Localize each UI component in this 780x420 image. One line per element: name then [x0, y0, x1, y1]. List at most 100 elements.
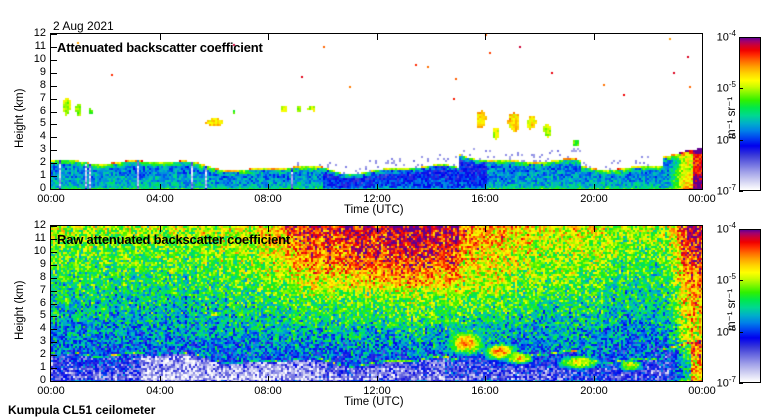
- x-tick-mark-top: [377, 34, 378, 40]
- colorbar-tick-mark: [739, 229, 743, 230]
- x-tick-mark: [594, 376, 595, 382]
- colorbar-tick-mark: [739, 332, 743, 333]
- colorbar-tick-mark: [739, 37, 743, 38]
- y-tick-mark: [51, 342, 57, 343]
- y-tick-label: 5: [39, 117, 46, 129]
- y-tick-label: 5: [39, 309, 46, 321]
- y-tick-label: 12: [33, 27, 46, 39]
- colorbar-tick-label: 10-6: [716, 324, 736, 339]
- y-tick-mark: [51, 189, 57, 190]
- x-tick-label: 00:00: [688, 193, 716, 205]
- y-tick-mark: [51, 150, 57, 151]
- y-tick-label: 6: [39, 105, 46, 117]
- colorbar-tick-label: 10-6: [716, 132, 736, 147]
- y-tick-label: 7: [39, 92, 46, 104]
- y-tick-mark: [51, 112, 57, 113]
- panel-title-bottom: Raw attenuated backscatter coefficient: [57, 232, 290, 247]
- y-tick-mark: [51, 60, 57, 61]
- plot-area-bottom[interactable]: [50, 225, 703, 382]
- y-tick-mark: [51, 47, 57, 48]
- x-tick-mark-top: [377, 226, 378, 232]
- y-tick-mark: [51, 99, 57, 100]
- y-tick-mark: [51, 355, 57, 356]
- y-tick-label: 8: [39, 79, 46, 91]
- colorbar-tick-label: 10-7: [716, 183, 736, 198]
- x-tick-label: 04:00: [146, 385, 174, 397]
- x-tick-mark-top: [485, 226, 486, 232]
- colorbar-unit-top: m⁻¹ sr⁻¹: [726, 96, 738, 139]
- x-axis-label-top: Time (UTC): [344, 204, 404, 216]
- x-tick-mark: [268, 376, 269, 382]
- y-tick-mark: [51, 86, 57, 87]
- y-tick-label: 1: [39, 361, 46, 373]
- x-tick-mark-top: [268, 226, 269, 232]
- plot-area-top[interactable]: [50, 33, 703, 190]
- x-tick-label: 20:00: [580, 385, 608, 397]
- x-tick-label: 12:00: [363, 385, 391, 397]
- y-tick-label: 8: [39, 271, 46, 283]
- x-tick-mark-top: [160, 226, 161, 232]
- y-tick-label: 4: [39, 322, 46, 334]
- x-axis-label-bottom: Time (UTC): [344, 396, 404, 408]
- y-tick-mark: [51, 381, 57, 382]
- x-tick-label: 16:00: [471, 385, 499, 397]
- x-tick-mark: [160, 184, 161, 190]
- panel-title-top: Attenuated backscatter coefficient: [57, 40, 263, 55]
- x-tick-mark-top: [594, 34, 595, 40]
- x-tick-mark: [594, 184, 595, 190]
- y-tick-label: 11: [34, 40, 46, 52]
- colorbar-tick-mark: [739, 191, 743, 192]
- x-tick-mark: [160, 376, 161, 382]
- y-tick-mark: [51, 73, 57, 74]
- y-tick-label: 3: [39, 335, 46, 347]
- x-tick-label: 16:00: [471, 193, 499, 205]
- y-tick-mark: [51, 316, 57, 317]
- footer-instrument-label: Kumpula CL51 ceilometer: [8, 403, 156, 417]
- colorbar-top: [739, 37, 761, 191]
- x-tick-mark: [268, 184, 269, 190]
- y-tick-mark: [51, 137, 57, 138]
- x-tick-label: 04:00: [146, 193, 174, 205]
- y-tick-mark: [51, 304, 57, 305]
- y-tick-label: 10: [33, 245, 46, 257]
- colorbar-tick-label: 10-5: [716, 272, 736, 287]
- y-tick-label: 12: [33, 219, 46, 231]
- colorbar-tick-mark: [739, 140, 743, 141]
- x-tick-label: 08:00: [254, 385, 282, 397]
- x-tick-label: 00:00: [688, 385, 716, 397]
- y-tick-mark: [51, 278, 57, 279]
- y-tick-label: 9: [39, 66, 46, 78]
- y-tick-mark: [51, 163, 57, 164]
- colorbar-tick-label: 10-4: [716, 29, 736, 44]
- colorbar-tick-mark: [739, 383, 743, 384]
- x-tick-mark-top: [485, 34, 486, 40]
- x-tick-mark-top: [594, 226, 595, 232]
- colorbar-tick-label: 10-4: [716, 221, 736, 236]
- x-tick-mark-top: [160, 34, 161, 40]
- y-tick-mark: [51, 265, 57, 266]
- y-tick-label: 7: [39, 284, 46, 296]
- y-tick-label: 0: [39, 182, 46, 194]
- colorbar-tick-mark: [739, 280, 743, 281]
- y-tick-mark: [51, 239, 57, 240]
- colorbar-tick-mark: [739, 88, 743, 89]
- y-tick-mark: [51, 368, 57, 369]
- colorbar-unit-bottom: m⁻¹ sr⁻¹: [726, 288, 738, 331]
- y-tick-mark: [51, 124, 57, 125]
- y-tick-label: 10: [33, 53, 46, 65]
- y-tick-mark: [51, 291, 57, 292]
- x-tick-label: 12:00: [363, 193, 391, 205]
- y-tick-mark: [51, 252, 57, 253]
- y-tick-label: 2: [39, 348, 46, 360]
- y-tick-mark: [51, 226, 57, 227]
- y-tick-mark: [51, 34, 57, 35]
- y-axis-label-top: Height (km): [14, 88, 26, 148]
- y-tick-label: 11: [34, 232, 46, 244]
- y-tick-label: 2: [39, 156, 46, 168]
- x-tick-label: 08:00: [254, 193, 282, 205]
- x-tick-label: 20:00: [580, 193, 608, 205]
- y-tick-label: 1: [39, 169, 46, 181]
- x-tick-mark: [377, 376, 378, 382]
- date-label: 2 Aug 2021: [53, 19, 114, 33]
- y-tick-label: 4: [39, 130, 46, 142]
